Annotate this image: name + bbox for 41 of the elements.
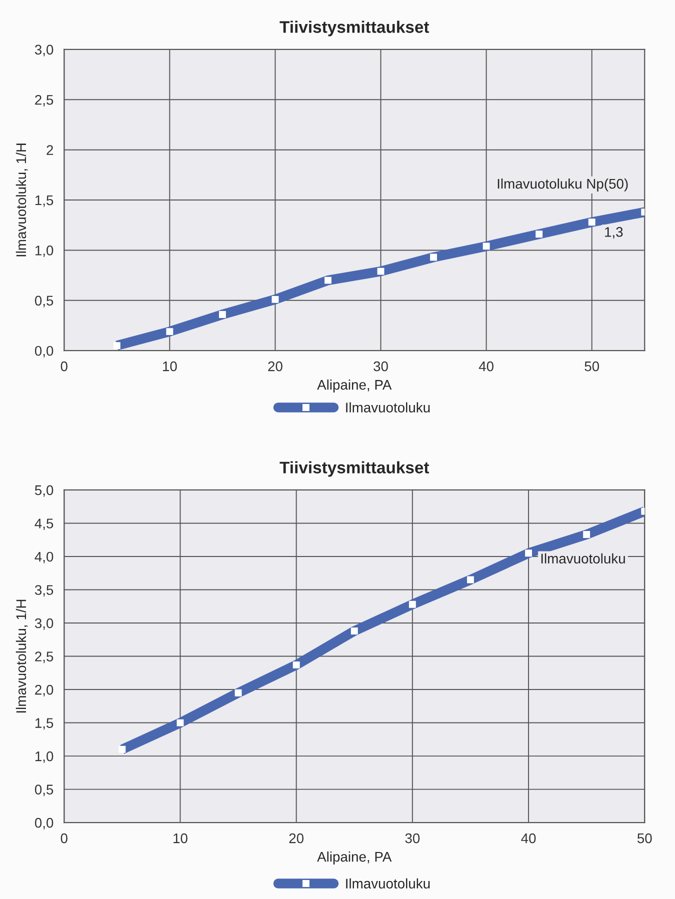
x-tick-label: 10 xyxy=(174,833,188,844)
x-tick-label: 50 xyxy=(584,361,600,372)
y-tick-label: 0,5 xyxy=(34,296,54,308)
y-tick-label: 2,5 xyxy=(35,94,54,106)
legend-label: Ilmavuotoluku xyxy=(346,402,430,412)
x-axis-title: Alipaine, PA xyxy=(317,380,392,392)
x-tick-label: 30 xyxy=(405,833,420,844)
chart-title: Tiivistysmittaukset xyxy=(280,461,430,477)
y-axis-title: Ilmavuotoluku, 1/H xyxy=(16,600,28,712)
x-tick-label: 50 xyxy=(637,833,652,844)
x-tick-label: 30 xyxy=(374,361,388,372)
y-tick-label: 2,5 xyxy=(35,652,54,664)
x-tick-label: 10 xyxy=(163,361,177,372)
annotation: 1,3 xyxy=(605,227,623,239)
annotation: Ilmavuotoluku xyxy=(541,553,625,564)
y-tick-label: 1,5 xyxy=(35,718,54,730)
legend-label: Ilmavuotoluku xyxy=(346,878,430,889)
y-tick-label: 4,0 xyxy=(34,552,54,564)
x-tick-label: 0 xyxy=(60,361,68,372)
y-tick-label: 3,0 xyxy=(34,44,54,56)
y-tick-label: 0,5 xyxy=(34,784,54,796)
y-tick-label: 4,5 xyxy=(34,518,54,530)
chart-title: Tiivistysmittaukset xyxy=(280,20,430,36)
y-axis-title: Ilmavuotoluku, 1/H xyxy=(16,144,28,256)
y-tick-label: 0,0 xyxy=(34,818,54,830)
x-tick-label: 40 xyxy=(521,833,536,844)
y-tick-label: 2,0 xyxy=(35,684,54,696)
x-tick-label: 20 xyxy=(268,361,282,372)
annotation: Ilmavuotoluku Np(50) xyxy=(498,178,628,192)
y-tick-label: 5,0 xyxy=(34,485,54,497)
y-tick-label: 1,0 xyxy=(35,246,54,258)
x-axis-title: Alipaine, PA xyxy=(317,852,392,864)
y-tick-label: 2 xyxy=(46,145,54,155)
x-tick-label: 0 xyxy=(60,833,68,844)
y-tick-label: 0,0 xyxy=(34,346,54,358)
y-tick-label: 1,0 xyxy=(35,751,54,763)
x-tick-label: 40 xyxy=(478,361,494,372)
y-tick-label: 3,5 xyxy=(34,585,54,597)
y-tick-label: 3,0 xyxy=(34,618,54,630)
x-tick-label: 20 xyxy=(289,833,304,844)
y-tick-label: 1,5 xyxy=(35,196,54,207)
